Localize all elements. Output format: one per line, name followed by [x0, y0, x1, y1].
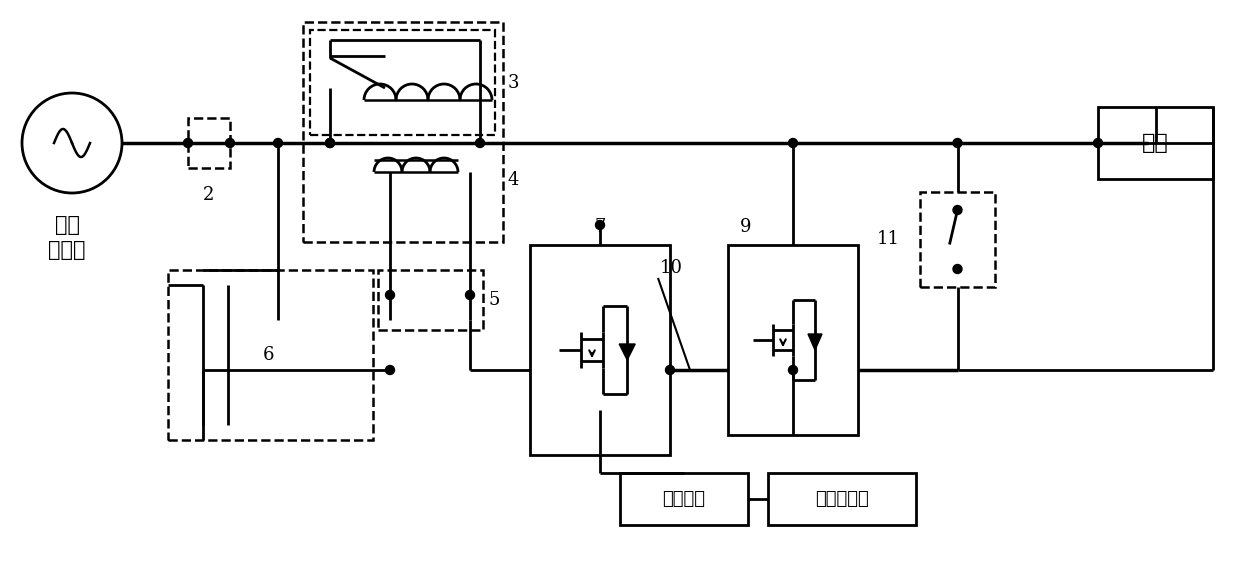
- Circle shape: [475, 138, 485, 147]
- Circle shape: [465, 290, 475, 299]
- Bar: [728, 245, 858, 435]
- Text: 5: 5: [489, 291, 500, 309]
- Bar: [303, 22, 503, 242]
- Circle shape: [325, 138, 335, 147]
- Text: 分布式电源: 分布式电源: [815, 490, 869, 508]
- Circle shape: [789, 138, 797, 147]
- Text: 3: 3: [508, 74, 520, 91]
- Text: 11: 11: [877, 231, 900, 248]
- Circle shape: [226, 138, 234, 147]
- Polygon shape: [808, 334, 822, 350]
- Bar: [378, 270, 484, 330]
- Bar: [1097, 107, 1213, 179]
- Circle shape: [954, 264, 962, 273]
- Text: 2: 2: [203, 186, 215, 204]
- Circle shape: [386, 290, 394, 299]
- Text: 智能: 智能: [55, 215, 79, 235]
- Circle shape: [595, 221, 605, 230]
- Text: 7: 7: [594, 218, 605, 236]
- Circle shape: [954, 138, 962, 147]
- Bar: [310, 30, 495, 135]
- Bar: [768, 473, 916, 525]
- Bar: [920, 192, 994, 287]
- Circle shape: [184, 138, 192, 147]
- Circle shape: [325, 138, 335, 147]
- Circle shape: [954, 205, 962, 214]
- Text: 储能系统: 储能系统: [662, 490, 706, 508]
- Text: 10: 10: [660, 259, 683, 277]
- Bar: [620, 473, 748, 525]
- Circle shape: [1094, 138, 1102, 147]
- Circle shape: [274, 138, 283, 147]
- Text: 负载: 负载: [1142, 133, 1169, 153]
- Polygon shape: [619, 344, 635, 360]
- Text: 4: 4: [508, 171, 520, 189]
- Text: 9: 9: [740, 218, 751, 236]
- Text: 配电网: 配电网: [48, 240, 86, 260]
- Circle shape: [386, 366, 394, 374]
- Text: 6: 6: [263, 346, 274, 364]
- Bar: [529, 245, 670, 455]
- Bar: [188, 118, 229, 168]
- Bar: [167, 270, 373, 440]
- Circle shape: [789, 366, 797, 374]
- Circle shape: [666, 366, 675, 374]
